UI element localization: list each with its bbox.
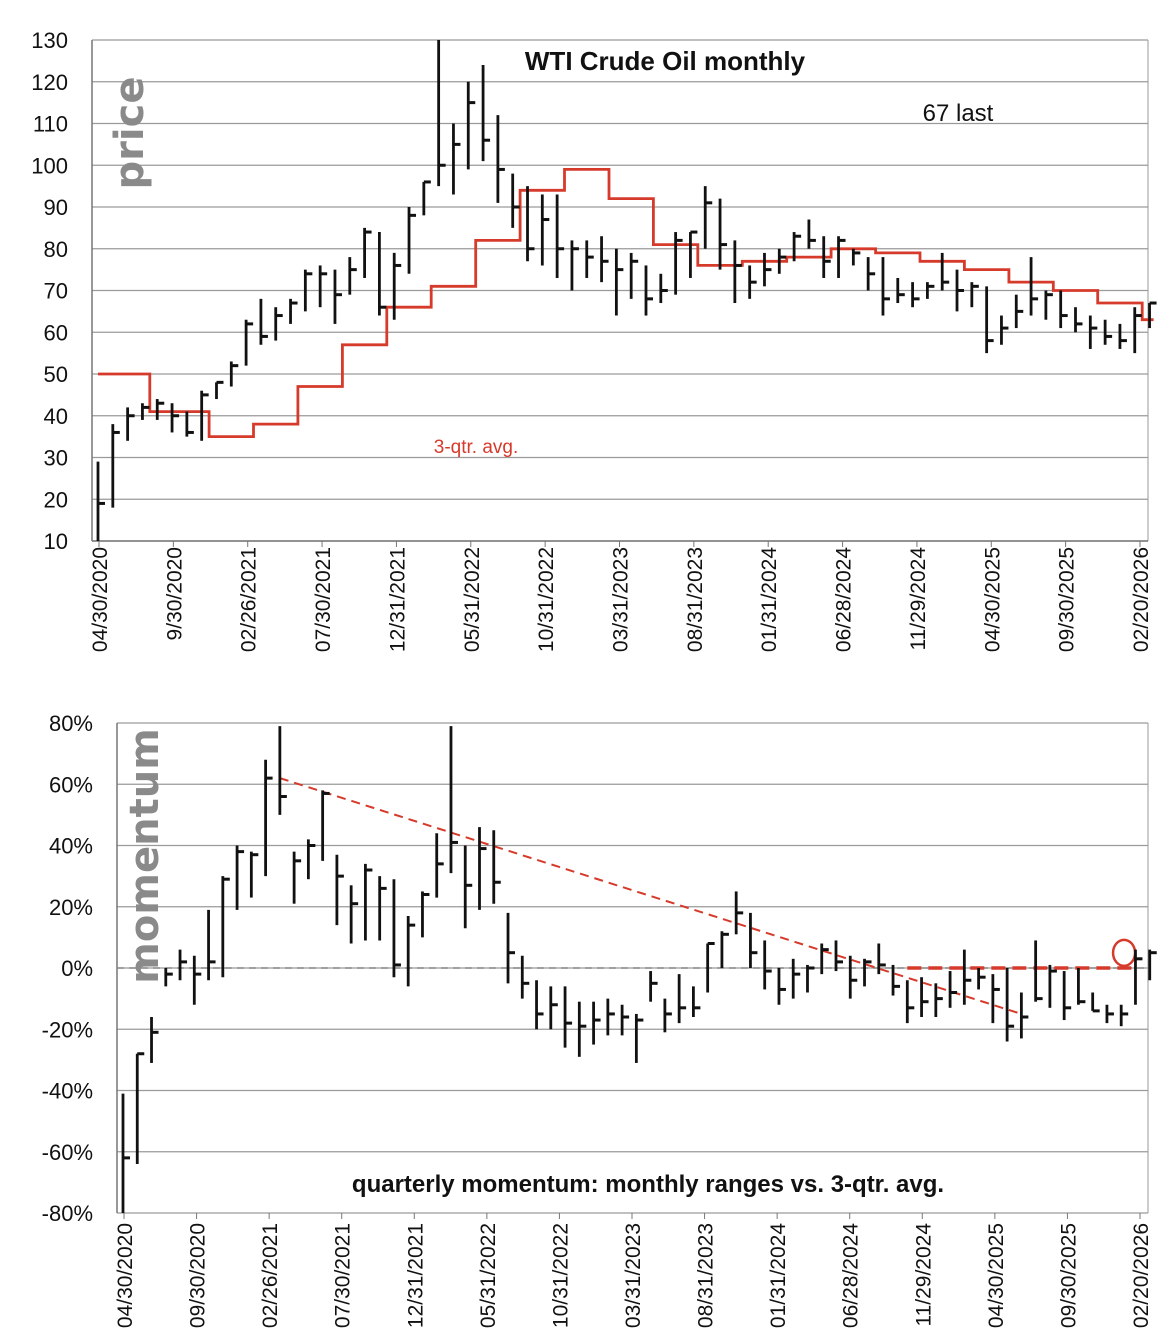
y-tick-label: 30 — [44, 446, 68, 471]
y-tick-label: -60% — [42, 1140, 93, 1165]
x-tick-label: 05/31/2022 — [477, 1223, 500, 1328]
x-tick-label: 05/31/2022 — [461, 547, 484, 652]
x-tick-label: 06/28/2024 — [833, 547, 856, 652]
x-tick-label: 01/31/2024 — [767, 1223, 790, 1328]
price-bars — [96, 40, 1157, 541]
x-tick-label: 04/30/2025 — [981, 547, 1004, 652]
x-tick-label: 9/30/2020 — [163, 547, 186, 640]
x-tick-label: 08/31/2023 — [695, 1223, 718, 1328]
momentum-chart: -80% -60% -40% -20% 0% 20% 40% 60% 80% 04/30/202… — [42, 711, 1157, 1328]
x-tick-label: 10/31/2022 — [535, 547, 558, 652]
y-tick-label: 70 — [44, 279, 68, 304]
y-tick-label: 80% — [49, 711, 93, 736]
y-tick-label: 100 — [31, 153, 68, 178]
avg-line-label: 3-qtr. avg. — [434, 437, 519, 458]
y-tick-label: 80 — [44, 237, 68, 262]
x-tick-label: 04/30/2025 — [985, 1223, 1008, 1328]
price-y-ticks: 10 20 30 40 50 60 70 80 90 100 110 120 130 — [31, 28, 68, 554]
x-tick-label: 04/30/2020 — [89, 547, 112, 652]
x-tick-label: 12/31/2021 — [404, 1223, 427, 1328]
x-tick-label: 10/31/2022 — [549, 1223, 572, 1328]
y-tick-label: 20 — [44, 487, 68, 512]
y-tick-label: 120 — [31, 70, 68, 95]
price-chart: 10 20 30 40 50 60 70 80 90 100 110 120 130 04/30/202… — [31, 28, 1157, 652]
x-tick-label: 07/30/2021 — [312, 547, 335, 652]
price-chart-title: WTI Crude Oil monthly — [525, 46, 806, 76]
y-tick-label: 10 — [44, 529, 68, 554]
y-tick-label: 90 — [44, 195, 68, 220]
y-tick-label: 50 — [44, 362, 68, 387]
y-tick-label: 110 — [33, 112, 68, 137]
y-tick-label: 40% — [49, 834, 93, 859]
x-tick-label: 09/30/2020 — [187, 1223, 210, 1328]
price-x-ticks: 04/30/2020 9/30/2020 02/26/2021 07/30/2021 1… — [89, 541, 1153, 652]
y-tick-label: 60% — [49, 772, 93, 797]
x-tick-label: 04/30/2020 — [114, 1223, 137, 1328]
price-avg-line — [98, 168, 1154, 438]
x-tick-label: 07/30/2021 — [332, 1223, 355, 1328]
last-price-annotation: 67 last — [923, 100, 994, 127]
x-tick-label: 02/20/2026 — [1130, 547, 1153, 652]
y-tick-label: 60 — [44, 320, 68, 345]
x-tick-label: 01/31/2024 — [758, 547, 781, 652]
y-tick-label: 20% — [49, 895, 93, 920]
x-tick-label: 11/29/2024 — [907, 547, 930, 651]
y-tick-label: 130 — [31, 28, 68, 53]
x-tick-label: 09/30/2025 — [1056, 547, 1079, 652]
momentum-y-ticks: -80% -60% -40% -20% 0% 20% 40% 60% 80% — [42, 711, 93, 1226]
price-gridlines — [91, 39, 1149, 542]
x-tick-label: 02/20/2026 — [1130, 1223, 1153, 1328]
avg-line-path — [98, 168, 1154, 438]
momentum-x-ticks: 04/30/2020 09/30/2020 02/26/2021 07/30/2021… — [114, 1213, 1153, 1328]
y-tick-label: -40% — [42, 1079, 93, 1104]
x-tick-label: 06/28/2024 — [840, 1223, 863, 1328]
highlight-circle — [1111, 938, 1137, 968]
falling-trendline — [279, 777, 1022, 1015]
x-tick-label: 12/31/2021 — [386, 547, 409, 652]
x-tick-label: 03/31/2023 — [610, 547, 633, 652]
x-tick-label: 02/26/2021 — [259, 1223, 282, 1328]
price-axis-label: price — [107, 77, 153, 190]
y-tick-label: -80% — [42, 1201, 93, 1226]
x-tick-label: 02/26/2021 — [238, 547, 261, 652]
x-tick-label: 09/30/2025 — [1057, 1223, 1080, 1328]
momentum-bars — [121, 726, 1157, 1213]
momentum-axis-label: momentum — [122, 728, 168, 984]
momentum-chart-title: quarterly momentum: monthly ranges vs. 3… — [352, 1171, 944, 1198]
x-tick-label: 03/31/2023 — [622, 1223, 645, 1328]
x-tick-label: 11/29/2024 — [912, 1223, 935, 1327]
y-tick-label: 40 — [44, 404, 68, 429]
y-tick-label: -20% — [42, 1017, 93, 1042]
x-tick-label: 08/31/2023 — [684, 547, 707, 652]
y-tick-label: 0% — [61, 956, 93, 981]
